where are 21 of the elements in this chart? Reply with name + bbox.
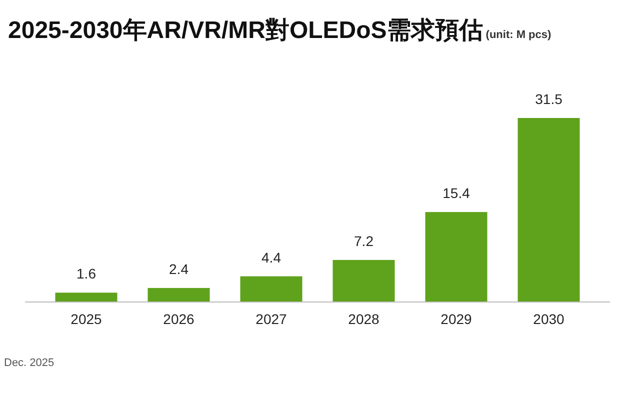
chart-subtitle: (unit: M pcs) (486, 29, 552, 41)
data-label: 7.2 (354, 232, 374, 249)
x-tick-label: 2028 (348, 311, 380, 327)
bar (148, 288, 210, 302)
data-label: 31.5 (535, 91, 563, 107)
data-label: 2.4 (169, 260, 189, 277)
bar (518, 118, 580, 302)
x-tick-label: 2030 (533, 311, 565, 327)
data-label: 15.4 (442, 185, 470, 202)
bar (55, 292, 118, 302)
x-tick-label: 2029 (440, 311, 472, 327)
bar (332, 260, 395, 302)
data-label: 4.4 (262, 249, 282, 266)
text: Dec. 2025 (4, 357, 54, 369)
data-label: 1.6 (76, 266, 96, 282)
x-tick-label: 2027 (256, 311, 288, 327)
x-tick-label: 2025 (70, 311, 102, 327)
chart-title: 2025-2030年AR/VR/MR對OLEDoS需求預估 (8, 17, 483, 44)
bar (425, 212, 488, 302)
x-tick-label: 2026 (163, 311, 195, 327)
bar (240, 276, 302, 302)
